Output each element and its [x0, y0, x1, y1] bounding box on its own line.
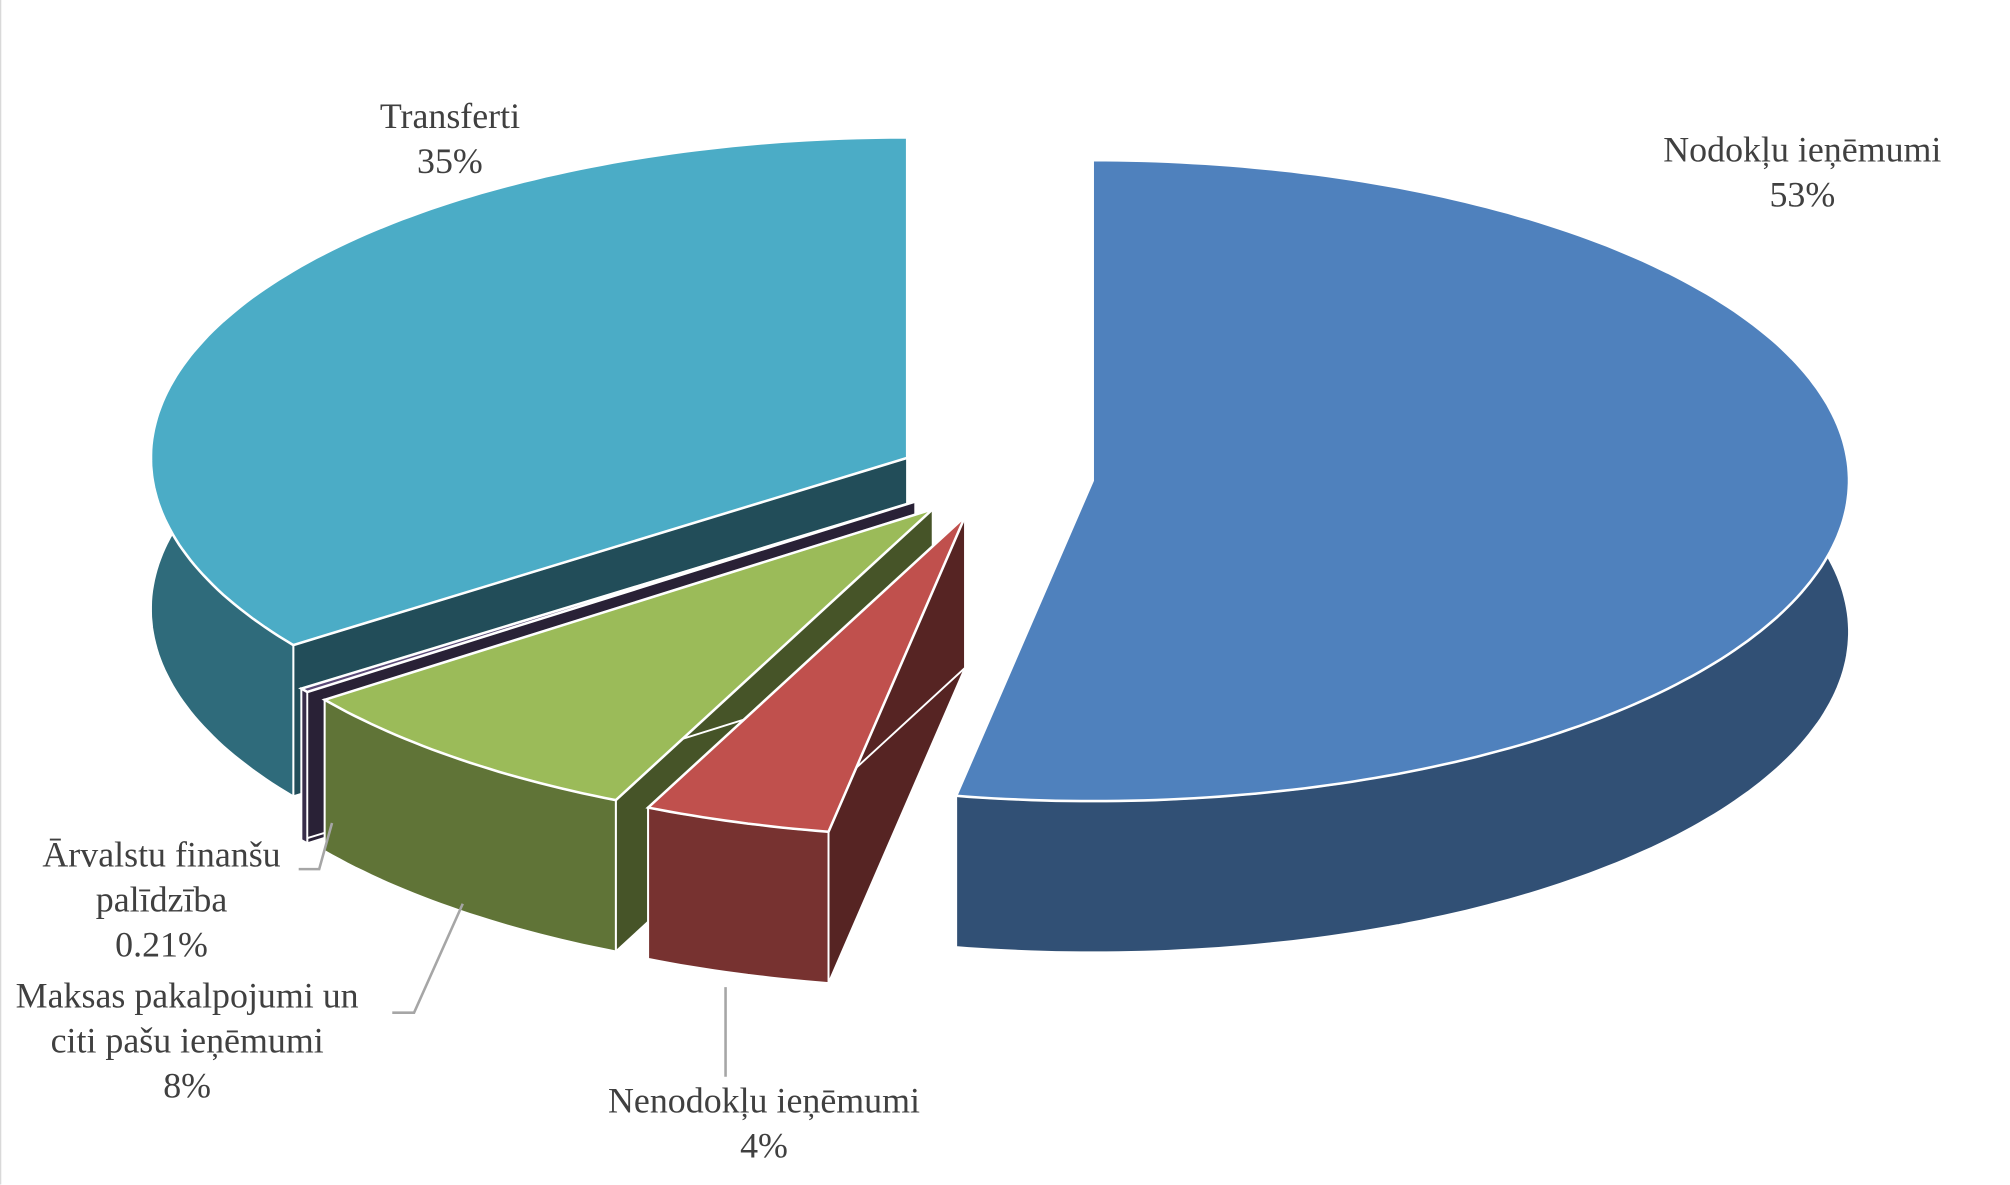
slice-wall [300, 686, 309, 845]
category-label: Nodokļu ieņēmumi [1663, 130, 1942, 171]
slice-top [954, 158, 1851, 803]
category-label: Maksas pakalpojumi un citi pašu ieņēmumi [15, 976, 359, 1062]
slice-wall [647, 806, 830, 985]
category-label: Ārvalstu finanšu palīdzība [42, 835, 281, 921]
data-label: Nodokļu ieņēmumi 53% [1546, 128, 2010, 218]
leader-line [392, 903, 464, 1014]
category-label: Nenodokļu ieņēmumi [608, 1081, 921, 1122]
slice-top [321, 507, 934, 802]
value-label: 4% [740, 1126, 788, 1167]
slice-top [149, 136, 909, 647]
value-label: 35% [417, 142, 483, 183]
value-label: 53% [1769, 175, 1836, 216]
slice [954, 158, 1851, 954]
data-label: Nenodokļu ieņēmumi 4% [508, 1079, 1021, 1169]
data-label: Maksas pakalpojumi un citi pašu ieņēmumi… [1, 974, 373, 1109]
slice [645, 514, 967, 985]
data-label: Transferti 35% [258, 95, 643, 185]
category-label: Transferti [379, 97, 521, 138]
data-label: Ārvalstu finanšu palīdzība 0.21% [14, 833, 309, 968]
slice-top [645, 515, 967, 834]
value-label: 0.21% [115, 925, 208, 966]
value-label: 8% [163, 1066, 212, 1107]
leader-line [298, 822, 334, 871]
slice-top [298, 500, 916, 694]
